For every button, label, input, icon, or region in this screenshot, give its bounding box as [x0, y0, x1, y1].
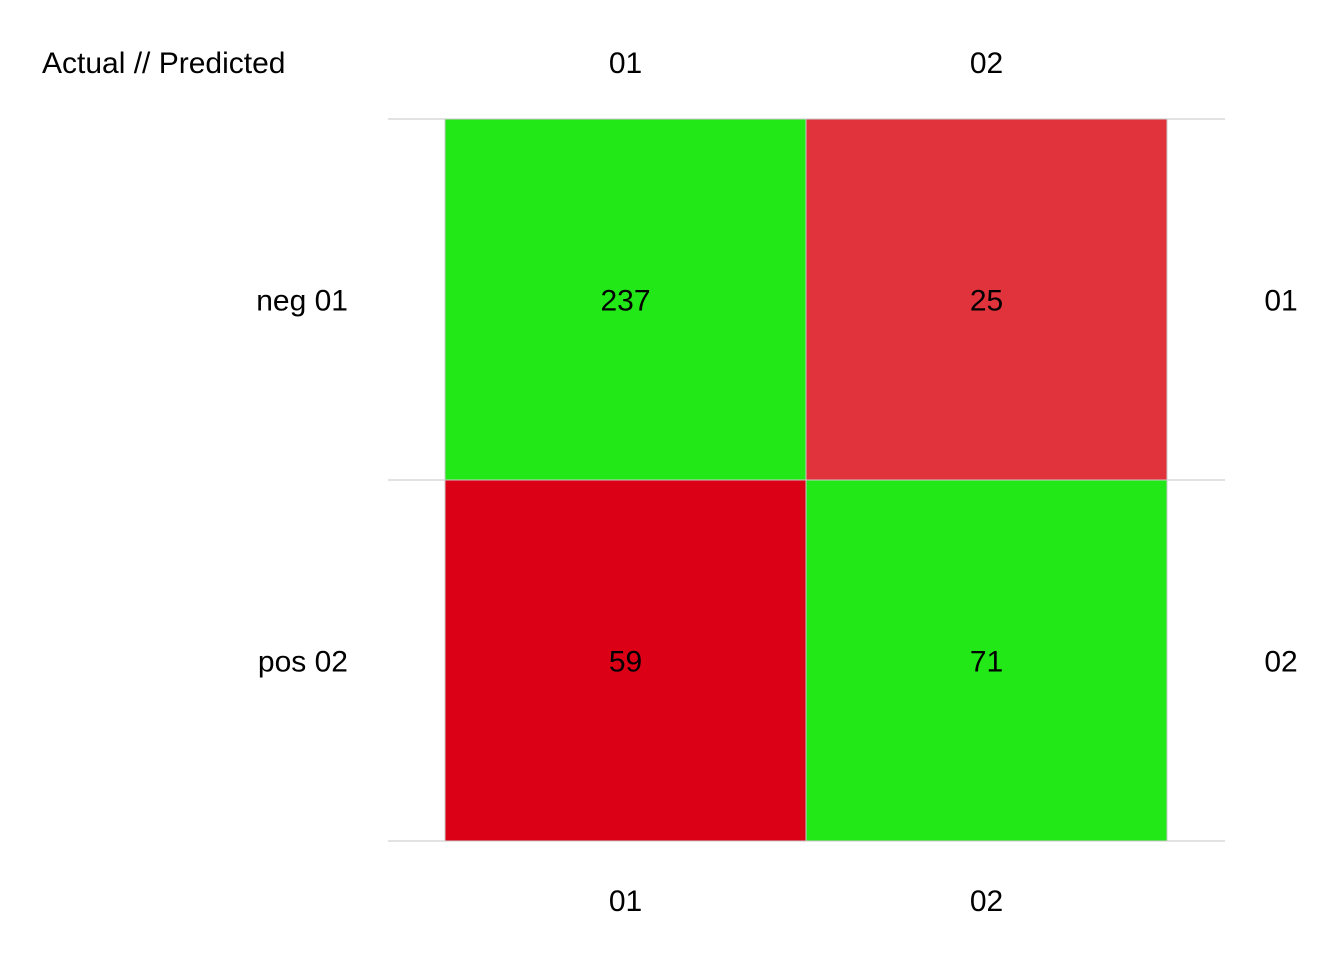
- y-tick-left-0: neg 01: [256, 285, 348, 318]
- x-tick-top-1: 02: [970, 47, 1003, 80]
- y-tick-right-1: 02: [1264, 646, 1297, 679]
- cell-value-1-0: 59: [609, 646, 642, 679]
- y-tick-left-1: pos 02: [258, 646, 348, 679]
- matrix-cell-0-0: [444, 118, 807, 481]
- cell-value-1-1: 71: [970, 646, 1003, 679]
- matrix-cell-1-0: [444, 479, 807, 842]
- x-tick-bottom-1: 02: [970, 885, 1003, 918]
- x-tick-bottom-0: 01: [609, 885, 642, 918]
- matrix-cells: 237 25 59 71: [444, 118, 1168, 842]
- chart-title: Actual // Predicted: [42, 47, 285, 80]
- cell-value-0-1: 25: [970, 285, 1003, 318]
- y-tick-right-0: 01: [1264, 285, 1297, 318]
- axis-labels: 01 01 02 02 neg 01 01 pos 02 02: [256, 47, 1297, 918]
- x-tick-top-0: 01: [609, 47, 642, 80]
- cell-value-0-0: 237: [600, 285, 650, 318]
- matrix-cell-0-1: [805, 118, 1168, 481]
- matrix-cell-1-1: [805, 479, 1168, 842]
